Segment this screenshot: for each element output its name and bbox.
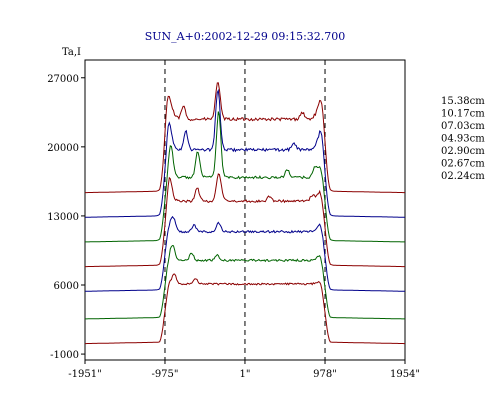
x-tick-label-1: -975" xyxy=(151,369,178,380)
y-tick-label-0: 27000 xyxy=(47,74,79,85)
x-axis-ticks: -1951" -975" 1" 978" 1954" xyxy=(68,360,420,380)
legend-entry-6: 02.24cm xyxy=(441,171,485,182)
series-line-02.90cm xyxy=(85,215,405,292)
y-axis-ticks: 27000 20000 13000 6000 -1000 xyxy=(47,74,85,361)
series-line-04.93cm xyxy=(85,173,405,268)
legend-entry-1: 10.17cm xyxy=(441,109,485,120)
y-axis-label: Ta,I xyxy=(62,47,81,58)
series-line-02.24cm xyxy=(85,273,405,345)
y-tick-label-2: 13000 xyxy=(47,212,79,223)
dashed-markers xyxy=(164,60,326,360)
legend-entry-2: 07.03cm xyxy=(441,121,485,132)
series-line-15.38cm xyxy=(85,82,405,194)
legend-entry-3: 04.93cm xyxy=(441,134,485,145)
x-tick-label-2: 1" xyxy=(239,369,250,380)
series-lines xyxy=(84,82,406,345)
y-tick-label-1: 20000 xyxy=(47,143,79,154)
series-line-10.17cm xyxy=(84,88,406,218)
x-tick-label-0: -1951" xyxy=(68,369,101,380)
y-tick-label-3: 6000 xyxy=(54,281,79,292)
y-tick-label-4: -1000 xyxy=(50,350,79,361)
x-tick-label-3: 978" xyxy=(313,369,337,380)
legend-entry-0: 15.38cm xyxy=(441,96,485,107)
series-line-07.03cm xyxy=(85,111,405,243)
chart-title: SUN_A+0:2002-12-29 09:15:32.700 xyxy=(145,30,346,43)
x-tick-label-4: 1954" xyxy=(390,369,420,380)
series-line-02.67cm xyxy=(85,244,405,320)
legend-entry-4: 02.90cm xyxy=(441,146,485,157)
legend-entry-5: 02.67cm xyxy=(441,159,485,170)
